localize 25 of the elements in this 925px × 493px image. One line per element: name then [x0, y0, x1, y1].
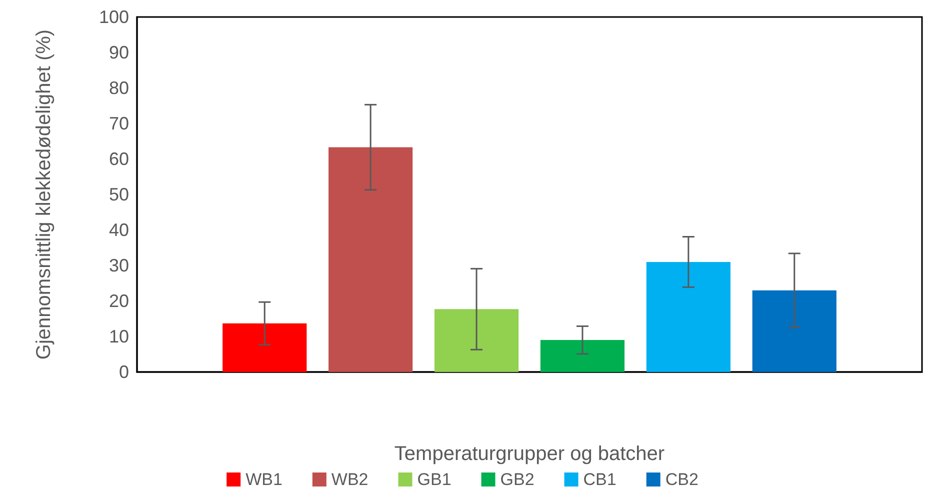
y-tick-label: 20 — [108, 291, 129, 311]
bar — [222, 323, 307, 372]
y-tick-label: 100 — [98, 7, 129, 27]
y-tick-label: 40 — [108, 220, 129, 240]
legend-label: CB1 — [583, 470, 616, 489]
y-tick-label: 30 — [108, 256, 129, 276]
bar — [646, 262, 730, 372]
legend-label: WB1 — [246, 470, 282, 489]
x-axis-title: Temperaturgrupper og batcher — [394, 443, 665, 465]
bar — [752, 290, 836, 372]
y-tick-label: 50 — [108, 184, 129, 204]
y-tick-label: 90 — [108, 42, 129, 62]
y-tick-label: 10 — [108, 326, 129, 346]
legend-label: WB2 — [331, 470, 368, 489]
y-tick-label: 0 — [118, 362, 129, 382]
legend-label: GB1 — [417, 470, 452, 489]
bar — [434, 309, 519, 372]
y-tick-label: 80 — [108, 78, 129, 98]
y-tick-label: 60 — [108, 149, 129, 169]
bar — [328, 147, 413, 372]
bar — [540, 340, 625, 372]
y-axis-title: Gjennomsnittlig klekkedødelighet (%) — [33, 29, 55, 360]
legend-label: GB2 — [500, 470, 534, 489]
y-tick-label: 70 — [108, 114, 129, 134]
legend-label: CB2 — [665, 470, 698, 489]
